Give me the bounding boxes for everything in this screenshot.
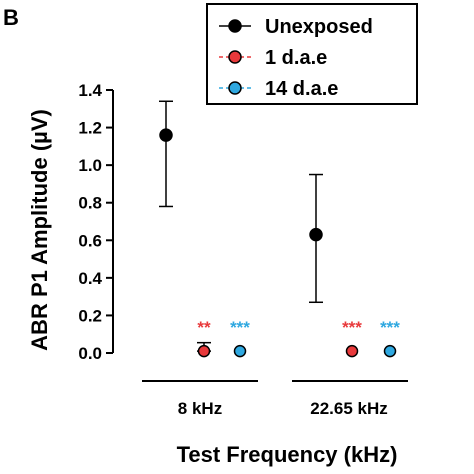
y-axis-title: ABR P1 Amplitude (µV) [27,109,52,351]
legend-marker [228,50,242,64]
axis-layer: 0.0 0.2 0.4 0.6 0.8 1.0 1.2 1.4 8 kHz 22.65 kHz [78,81,408,418]
legend-label: 14 d.a.e [265,78,338,100]
legend-label: 1 d.a.e [265,47,327,69]
data-point-1-d-a-e [345,344,359,358]
data-point-unexposed [159,128,173,142]
legend-marker [228,19,242,33]
significance-marker: *** [342,318,362,337]
x-axis-title: Test Frequency (kHz) [177,442,398,467]
y-tick-label: 0.8 [78,194,102,213]
y-tick-label: 0.4 [78,269,102,288]
y-tick-label: 0.6 [78,231,102,250]
y-tick-label: 1.2 [78,119,102,138]
data-point-14-d-a-e [233,344,247,358]
legend-marker [228,81,242,95]
x-tick-label: 8 kHz [178,399,222,418]
significance-marker: ** [197,318,211,337]
significance-marker: *** [380,318,400,337]
y-tick-label: 1.4 [78,81,102,100]
data-point-unexposed [309,227,323,242]
significance-marker: *** [230,318,250,337]
data-point-1-d-a-e [197,344,211,358]
legend-label: Unexposed [265,16,373,38]
x-tick-label: 22.65 kHz [310,399,388,418]
y-tick-label: 0.0 [78,344,102,363]
y-tick-label: 1.0 [78,156,102,175]
data-point-14-d-a-e [383,344,397,358]
data-layer [159,100,397,358]
y-tick-label: 0.2 [78,306,102,325]
panel-label: B [3,5,19,30]
legend: Unexposed 1 d.a.e 14 d.a.e [206,3,418,105]
label-layer: B ABR P1 Amplitude (µV) Test Frequency (kH… [3,5,400,467]
